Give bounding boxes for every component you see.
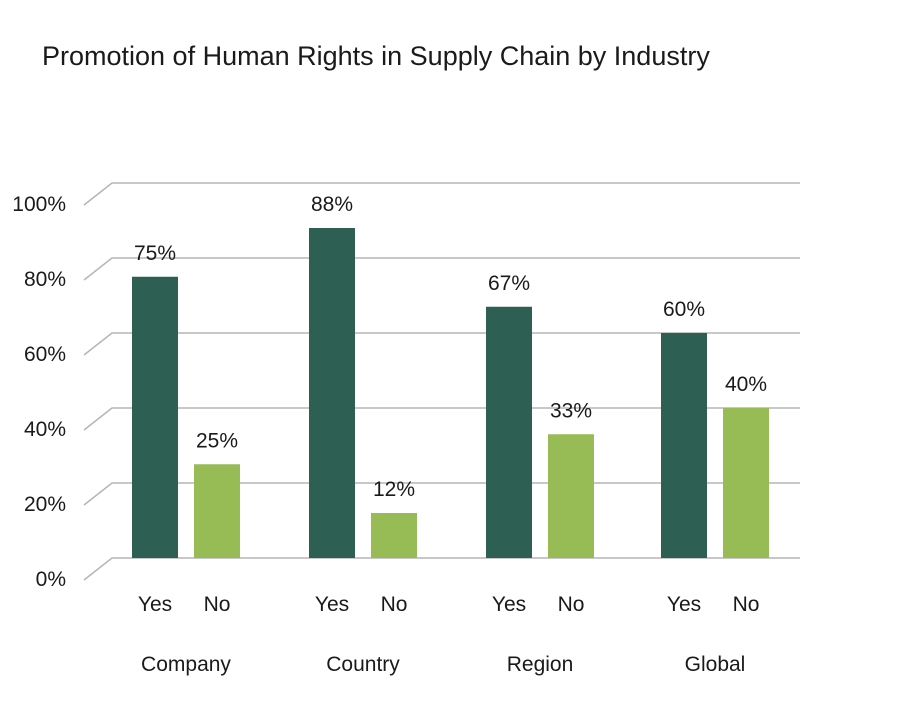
value-labels: 75% 25% 88% 12% 67% 33% 60% 40% xyxy=(134,193,767,501)
gridline xyxy=(83,332,800,356)
x-tick-label: Yes xyxy=(492,593,526,616)
y-tick-label: 100% xyxy=(12,193,66,216)
x-tick-label: Yes xyxy=(667,593,701,616)
x-axis: Yes No Company Yes No Country Yes No Region Yes No… xyxy=(138,593,760,676)
y-axis: 0% 20% 40% 60% 80% 100% xyxy=(12,193,66,591)
gridline xyxy=(83,557,800,581)
gridline xyxy=(83,407,800,431)
y-tick-label: 80% xyxy=(24,268,66,291)
group-label: Global xyxy=(685,653,746,676)
y-tick-label: 60% xyxy=(24,343,66,366)
data-label: 67% xyxy=(488,272,530,295)
data-label: 12% xyxy=(373,478,415,501)
x-tick-label: No xyxy=(204,593,231,616)
gridline xyxy=(83,257,800,281)
data-label: 25% xyxy=(196,429,238,452)
y-tick-label: 20% xyxy=(24,493,66,516)
bar-company-yes xyxy=(132,276,178,558)
x-tick-label: Yes xyxy=(138,593,172,616)
bar-global-no xyxy=(723,408,769,558)
bar-country-yes xyxy=(309,228,355,558)
bar-company-no xyxy=(194,464,240,558)
bar-global-yes xyxy=(661,333,707,558)
x-tick-label: No xyxy=(558,593,585,616)
chart-title: Promotion of Human Rights in Supply Chai… xyxy=(42,41,710,71)
y-tick-label: 40% xyxy=(24,418,66,441)
gridline xyxy=(83,182,800,206)
y-tick-label: 0% xyxy=(36,568,66,591)
group-label: Country xyxy=(326,653,400,676)
data-label: 40% xyxy=(725,373,767,396)
data-label: 75% xyxy=(134,242,176,265)
group-label: Region xyxy=(507,653,574,676)
data-label: 88% xyxy=(311,193,353,216)
group-label: Company xyxy=(141,653,231,676)
bar-region-yes xyxy=(486,306,532,558)
bar-region-no xyxy=(548,434,594,558)
x-tick-label: No xyxy=(733,593,760,616)
data-label: 60% xyxy=(663,298,705,321)
bars xyxy=(132,228,769,558)
data-label: 33% xyxy=(550,399,592,422)
x-tick-label: Yes xyxy=(315,593,349,616)
bar-country-no xyxy=(371,513,417,558)
x-tick-label: No xyxy=(381,593,408,616)
